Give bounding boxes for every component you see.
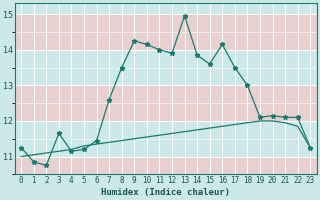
Bar: [15, 14, 316, 50]
Bar: [15, 85, 316, 121]
Bar: [15, 50, 316, 85]
Bar: [15, 157, 316, 174]
X-axis label: Humidex (Indice chaleur): Humidex (Indice chaleur): [101, 188, 230, 197]
Bar: [15, 3, 316, 14]
Bar: [15, 121, 316, 157]
